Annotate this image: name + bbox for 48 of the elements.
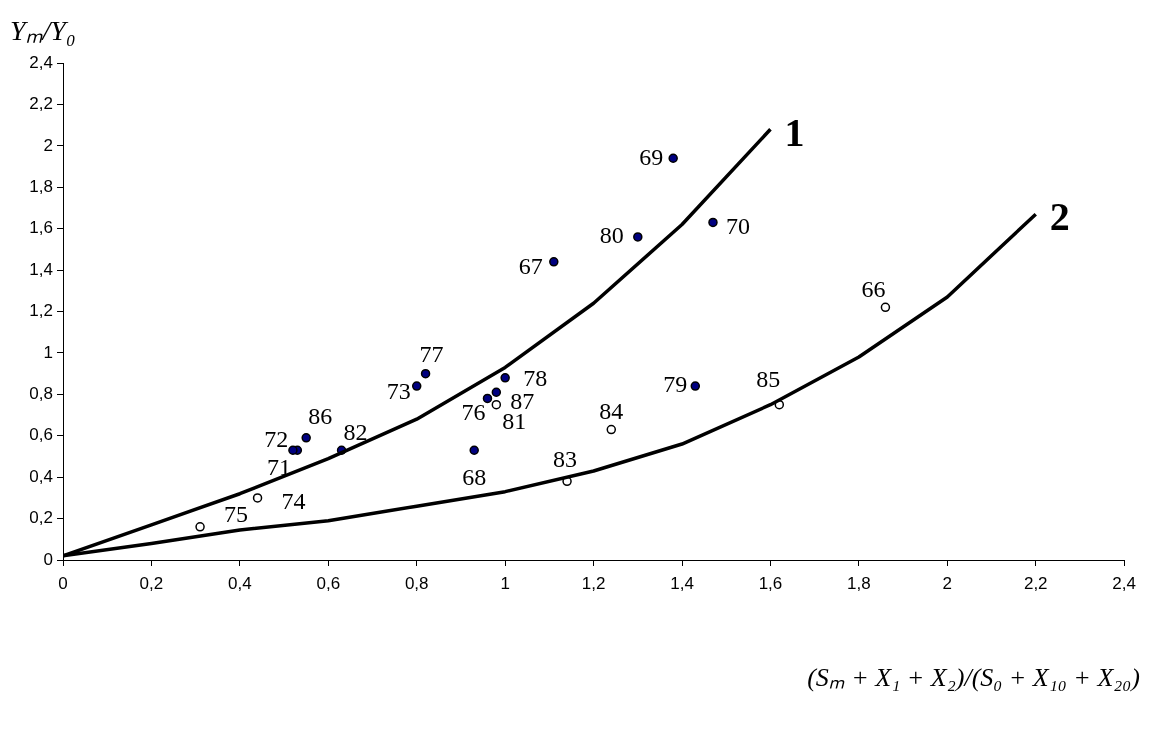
annotation: 68 [462, 463, 487, 490]
x-tick-label: 1 [500, 573, 510, 593]
y-tick-label: 2 [43, 135, 53, 155]
y-tick-label: 0 [43, 549, 53, 569]
x-axis-title: (Sₘ + X₁ + X₂)/(S₀ + X₁₀ + X₂₀) [807, 662, 1140, 694]
x-tick-label: 2,2 [1023, 573, 1048, 593]
annotation: 66 [861, 275, 886, 302]
x-tick-label: 1,8 [847, 573, 871, 593]
x-tick-label: 0 [58, 573, 68, 593]
x-tick-label: 0,4 [228, 573, 252, 593]
annotation: 76 [461, 398, 486, 425]
annotation: 70 [725, 212, 750, 239]
y-tick-label: 1,2 [29, 301, 53, 321]
annotation: 67 [518, 253, 543, 280]
series-label: 1 [784, 109, 805, 155]
annotation: 75 [224, 501, 249, 528]
annotation: 85 [756, 365, 781, 392]
x-tick-label: 1,2 [581, 573, 606, 593]
annotation: 72 [264, 425, 289, 452]
annotation: 69 [639, 143, 664, 170]
annotation: 74 [281, 488, 306, 515]
y-tick-label: 0,6 [29, 425, 53, 445]
x-tick-label: 0,2 [139, 573, 164, 593]
x-tick-label: 2,4 [1112, 573, 1136, 593]
y-tick-label: 0,2 [29, 508, 53, 528]
x-tick-label: 1,4 [670, 573, 694, 593]
y-tick-label: 0,8 [29, 384, 53, 404]
y-tick-label: 2,4 [29, 52, 53, 72]
annotation: 84 [599, 397, 624, 424]
y-tick-label: 1,4 [29, 259, 53, 279]
x-tick-label: 0,8 [404, 573, 429, 593]
y-tick-label: 0,4 [29, 466, 53, 486]
annotation: 77 [419, 340, 444, 367]
annotation: 83 [553, 445, 578, 472]
x-tick-label: 0,6 [316, 573, 341, 593]
y-tick-label: 1,6 [29, 218, 53, 238]
annotation: 86 [308, 403, 333, 430]
y-tick-label: 2,2 [29, 94, 53, 114]
annotation: 79 [663, 371, 688, 398]
series-label: 2 [1049, 194, 1070, 240]
y-tick-label: 1 [43, 342, 53, 362]
x-tick-label: 2 [942, 573, 953, 593]
y-tick-label: 1,8 [29, 176, 53, 196]
y-axis-title: Yₘ/Y₀ [10, 14, 76, 48]
annotation: 82 [343, 418, 368, 445]
annotation: 80 [599, 222, 624, 249]
annotation: 73 [386, 378, 411, 405]
x-tick-label: 1,6 [758, 573, 783, 593]
